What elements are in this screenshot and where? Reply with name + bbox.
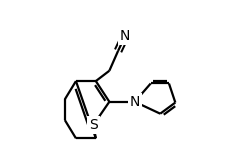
Text: S: S [89,118,98,132]
Text: N: N [120,29,130,43]
Text: N: N [130,95,140,109]
